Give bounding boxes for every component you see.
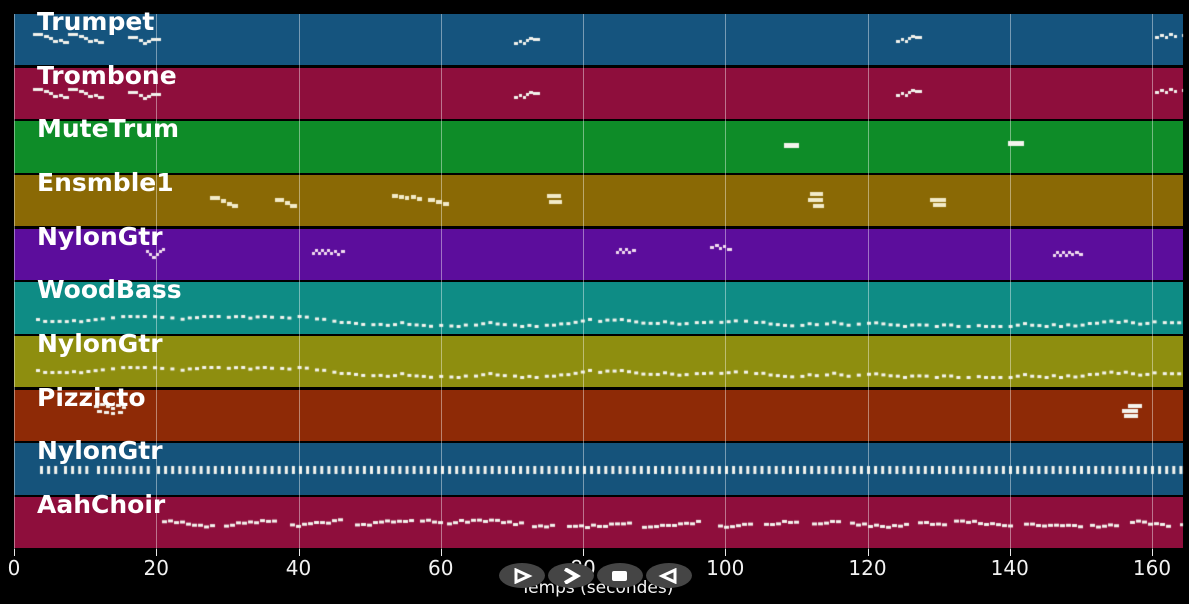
track-band-pizzicto-7: Pizzicto [14,384,1183,441]
play-icon [511,567,533,584]
tick-mark [1009,549,1011,556]
track-band-nylongtr-4: NylonGtr [14,223,1183,280]
track-band-trumpet-0: Trumpet [14,8,1183,66]
track-label: WoodBass [37,275,182,305]
tick-mark [583,549,584,556]
fast-forward-button[interactable] [548,563,594,588]
tick-mark [298,549,300,556]
track-label: Trumpet [37,7,155,36]
tick-label-60: 60 [428,556,454,580]
gridline [1152,14,1153,549]
track-label: NylonGtr [37,329,163,359]
tick-label-160: 160 [1132,556,1172,580]
track-label: NylonGtr [37,436,163,466]
tick-label-20: 20 [143,556,169,580]
tick-mark [440,549,442,556]
track-label: AahChoir [37,490,166,520]
track-label: MuteTrum [37,114,180,144]
tick-mark [14,549,15,556]
track-band-nylongtr-6: NylonGtr [14,330,1183,388]
tick-mark [867,549,869,556]
gridline [440,14,442,549]
track-label: Pizzicto [37,382,146,412]
track-label: Trombone [37,60,177,90]
fast-forward-icon [560,567,582,584]
tick-label-140: 140 [990,556,1029,580]
tick-mark [1152,549,1153,556]
tick-mark [156,549,158,556]
track-band-nylongtr-8: NylonGtr [14,437,1183,495]
tick-label-40: 40 [285,556,312,580]
stop-icon [609,568,631,584]
track-band-mutetrum-2: MuteTrum [14,115,1183,173]
tick-label-100: 100 [706,556,745,580]
tick-label-0: 0 [7,556,21,580]
gridline [1009,14,1011,549]
gridline [867,14,869,549]
rewind-icon [658,567,680,584]
track-band-aahchoir-9: AahChoir [14,491,1183,549]
tick-mark [725,549,727,556]
track-band-trombone-1: Trombone [14,62,1183,119]
play-button[interactable] [499,563,545,588]
gridline [14,14,15,549]
track-band-ensmble1-3: Ensmble1 [14,169,1183,227]
stop-button[interactable] [597,563,643,588]
tick-label-120: 120 [848,556,887,580]
track-label: Ensmble1 [37,168,174,197]
gridline [298,14,300,549]
gridline [583,14,584,549]
rewind-button[interactable] [646,563,692,588]
gridline [725,14,727,549]
track-band-woodbass-5: WoodBass [14,276,1183,334]
track-label: NylonGtr [37,221,163,251]
